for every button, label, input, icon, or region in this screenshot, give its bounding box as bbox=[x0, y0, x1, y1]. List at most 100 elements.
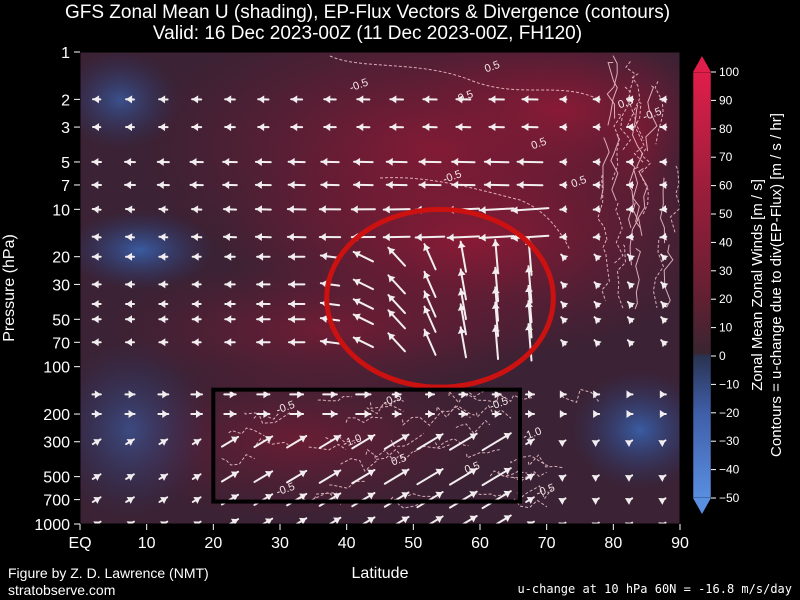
contour-line bbox=[379, 177, 571, 251]
ep-flux-arrow bbox=[124, 157, 136, 166]
colorbar-tick-label: 100 bbox=[719, 65, 739, 79]
ep-flux-arrow bbox=[387, 246, 406, 267]
ep-flux-arrow bbox=[318, 434, 342, 449]
ep-flux-arrow bbox=[257, 95, 270, 104]
ep-flux-arrow bbox=[593, 300, 602, 310]
ep-flux-arrow bbox=[592, 181, 601, 190]
ep-flux-arrow bbox=[352, 298, 374, 310]
ep-flux-arrow bbox=[254, 157, 272, 166]
ep-flux-arrow bbox=[626, 390, 634, 399]
ep-flux-arrow bbox=[289, 390, 305, 399]
ep-flux-arrow bbox=[92, 123, 102, 132]
ep-flux-arrow bbox=[383, 433, 410, 450]
ep-flux-arrow bbox=[91, 300, 102, 309]
ep-flux-arrow bbox=[353, 180, 374, 189]
ep-flux-arrow bbox=[294, 517, 308, 524]
ep-flux-arrow bbox=[525, 410, 535, 419]
y-tick-label: 3 bbox=[61, 120, 70, 137]
footer-note: u-change at 10 hPa 60N = -16.8 m/s/day bbox=[517, 582, 792, 596]
ep-flux-arrow bbox=[191, 252, 202, 261]
ep-flux-arrow bbox=[224, 252, 236, 261]
contour-line bbox=[606, 55, 618, 119]
contour-line bbox=[402, 412, 441, 426]
contour-line bbox=[369, 398, 405, 409]
ep-flux-arrow bbox=[491, 266, 500, 303]
contour-line bbox=[436, 405, 471, 418]
contour-line bbox=[374, 448, 414, 461]
ep-flux-arrow bbox=[389, 95, 405, 104]
divergence-contours bbox=[221, 55, 680, 509]
ep-flux-arrow bbox=[190, 233, 203, 242]
ep-flux-arrow bbox=[224, 300, 236, 309]
contour-labels: 0.5-0.50.50.50.5-0.50.5-0.5-0.5 -0.5 -0.5-… bbox=[275, 59, 664, 500]
ep-flux-arrow bbox=[220, 470, 240, 483]
ep-flux-arrow bbox=[559, 95, 568, 104]
ep-flux-arrow bbox=[254, 205, 272, 214]
ep-flux-arrow bbox=[91, 280, 102, 289]
ep-flux-arrow bbox=[624, 439, 634, 447]
ep-flux-arrow bbox=[425, 390, 435, 399]
ep-flux-arrow bbox=[510, 233, 550, 242]
ep-flux-arrow bbox=[223, 390, 237, 399]
ep-flux-arrow bbox=[256, 338, 271, 347]
ep-flux-arrow bbox=[157, 390, 170, 399]
contour-line bbox=[611, 113, 623, 181]
colorbar-bottom-extend bbox=[693, 498, 711, 514]
ep-flux-arrow bbox=[592, 95, 601, 104]
ep-flux-arrow bbox=[190, 410, 203, 419]
ep-flux-arrow bbox=[626, 300, 635, 310]
ep-flux-arrow bbox=[352, 250, 374, 263]
ep-flux-arrow bbox=[478, 233, 515, 242]
ep-flux-arrow bbox=[222, 157, 238, 166]
ep-flux-arrow bbox=[193, 520, 202, 524]
ep-flux-arrow bbox=[320, 157, 340, 166]
contour-label: 0.5 bbox=[390, 452, 408, 469]
ep-flux-arrow bbox=[92, 95, 102, 104]
ep-flux-arrow bbox=[125, 300, 135, 309]
ep-flux-arrow bbox=[593, 339, 602, 348]
ep-flux-arrow bbox=[190, 390, 203, 399]
ep-flux-arrow bbox=[350, 205, 376, 214]
ep-flux-arrow bbox=[659, 205, 668, 213]
ep-flux-arrow bbox=[624, 521, 634, 524]
website-link[interactable]: stratobserve.com bbox=[8, 582, 116, 598]
ep-flux-arrow bbox=[125, 95, 135, 104]
ep-flux-arrow bbox=[626, 339, 635, 348]
ep-flux-arrow bbox=[224, 280, 236, 289]
ep-flux-arrow bbox=[287, 280, 306, 289]
ep-flux-arrow bbox=[491, 286, 500, 322]
ep-flux-arrow bbox=[382, 233, 411, 242]
contour-line bbox=[390, 432, 425, 447]
contour-line bbox=[345, 416, 383, 423]
ep-flux-arrow bbox=[319, 337, 341, 346]
contour-line bbox=[366, 402, 404, 415]
ep-flux-arrow bbox=[191, 123, 203, 132]
ep-flux-arrow bbox=[222, 205, 238, 214]
ep-flux-arrow bbox=[448, 467, 478, 486]
plot-area: 0.5-0.50.50.50.5-0.50.5-0.5-0.5 -0.5 -0.5-… bbox=[79, 51, 681, 525]
ep-flux-arrow bbox=[559, 123, 568, 132]
colorbar-tick-label: 20 bbox=[719, 292, 733, 306]
ep-flux-arrow bbox=[256, 315, 271, 324]
ep-flux-arrow bbox=[659, 95, 668, 104]
ep-flux-arrow bbox=[287, 315, 306, 324]
ep-flux-arrow bbox=[224, 338, 236, 347]
ep-flux-arrow bbox=[125, 338, 135, 347]
ep-flux-arrow bbox=[91, 158, 102, 167]
ep-flux-arrow bbox=[383, 468, 410, 485]
ep-flux-arrow bbox=[659, 181, 668, 190]
contour-label: 0.5 bbox=[530, 136, 548, 153]
ep-flux-arrow bbox=[525, 390, 535, 399]
ep-flux-arrow bbox=[190, 205, 203, 214]
ep-flux-arrow bbox=[559, 158, 568, 167]
chart-title: GFS Zonal Mean U (shading), EP-Flux Vect… bbox=[64, 2, 671, 23]
contour-line bbox=[475, 404, 512, 419]
ep-flux-arrow bbox=[224, 95, 236, 104]
ep-flux-arrow bbox=[488, 95, 505, 104]
ep-flux-arrow bbox=[494, 514, 512, 524]
ep-flux-arrow bbox=[322, 390, 338, 399]
ep-flux-arrow bbox=[124, 410, 136, 419]
ep-flux-arrow bbox=[351, 468, 376, 485]
ep-flux-arrow bbox=[352, 313, 374, 326]
